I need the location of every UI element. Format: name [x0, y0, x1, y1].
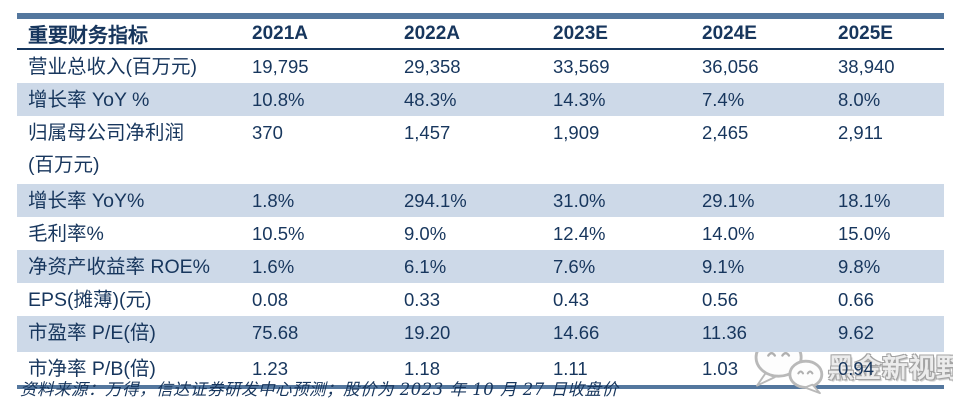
table-row-pb: 市净率 P/B(倍) 1.23 1.18 1.11 1.03 0.94: [17, 352, 944, 385]
table-row-gross-margin: 毛利率% 10.5% 9.0% 12.4% 14.0% 15.0%: [17, 217, 944, 250]
value-cell: 7.4%: [702, 89, 745, 110]
financial-table-container: 重要财务指标 2021A 2022A 2023E 2024E 2025E 营业总…: [17, 13, 944, 389]
value-cell: 1.6%: [252, 256, 295, 277]
header-cell-2022A: 2022A: [404, 19, 553, 50]
value-cell: 7.6%: [553, 256, 596, 277]
value-cell: 0.94: [838, 358, 875, 379]
value-cell: 31.0%: [553, 190, 606, 211]
row-label: 营业总收入(百万元): [28, 56, 197, 78]
row-label: 净资产收益率 ROE%: [28, 256, 211, 278]
value-cell: 12.4%: [553, 223, 606, 244]
header-cell-2023E: 2023E: [553, 19, 702, 50]
table-row-roe: 净资产收益率 ROE% 1.6% 6.1% 7.6% 9.1% 9.8%: [17, 250, 944, 283]
value-cell: 294.1%: [404, 190, 467, 211]
table-row-revenue: 营业总收入(百万元) 19,795 29,358 33,569 36,056 3…: [17, 49, 944, 83]
value-cell: 14.0%: [702, 223, 755, 244]
value-cell: 9.8%: [838, 256, 881, 277]
source-note: 资料来源：万得，信达证券研发中心预测；股价为 2023 年 10 月 27 日收…: [20, 380, 619, 399]
header-cell-indicator: 重要财务指标: [17, 19, 252, 50]
row-label: 毛利率%: [28, 223, 104, 245]
value-cell: 1,457: [404, 122, 451, 143]
value-cell: 0.56: [702, 289, 739, 310]
row-label: 市净率 P/B(倍): [28, 358, 156, 380]
header-cell-2024E: 2024E: [702, 19, 838, 50]
value-cell: 2,465: [702, 122, 749, 143]
value-cell: 19,795: [252, 56, 309, 77]
table-top-border: [17, 13, 944, 19]
financial-indicators-table: 重要财务指标 2021A 2022A 2023E 2024E 2025E 营业总…: [17, 19, 944, 385]
value-cell: 48.3%: [404, 89, 457, 110]
value-cell: 6.1%: [404, 256, 447, 277]
value-cell: 10.8%: [252, 89, 305, 110]
value-cell: 1.18: [404, 358, 441, 379]
value-cell: 19.20: [404, 322, 451, 343]
value-cell: 36,056: [702, 56, 759, 77]
value-cell: 11.36: [702, 322, 747, 343]
value-cell: 370: [252, 122, 283, 143]
value-cell: 1.8%: [252, 190, 295, 211]
value-cell: 9.1%: [702, 256, 745, 277]
table-row-pe: 市盈率 P/E(倍) 75.68 19.20 14.66 11.36 9.62: [17, 316, 944, 352]
row-label: EPS(摊薄)(元): [28, 289, 152, 311]
value-cell: 75.68: [252, 322, 299, 343]
value-cell: 1,909: [553, 122, 600, 143]
value-cell: 38,940: [838, 56, 895, 77]
value-cell: 15.0%: [838, 223, 891, 244]
value-cell: 29.1%: [702, 190, 755, 211]
header-cell-2025E: 2025E: [838, 19, 944, 50]
value-cell: 8.0%: [838, 89, 881, 110]
row-label: 归属母公司净利润 (百万元): [28, 122, 185, 176]
row-label: 市盈率 P/E(倍): [28, 322, 156, 344]
table-row-revenue-growth: 增长率 YoY % 10.8% 48.3% 14.3% 7.4% 8.0%: [17, 83, 944, 116]
value-cell: 0.66: [838, 289, 875, 310]
value-cell: 1.11: [553, 358, 588, 379]
value-cell: 9.0%: [404, 223, 447, 244]
wechat-icon: [750, 333, 826, 400]
value-cell: 18.1%: [838, 190, 891, 211]
table-bottom-border: [17, 385, 944, 389]
table-row-eps: EPS(摊薄)(元) 0.08 0.33 0.43 0.56 0.66: [17, 283, 944, 316]
row-label: 增长率 YoY%: [28, 190, 145, 212]
value-cell: 9.62: [838, 322, 875, 343]
value-cell: 33,569: [553, 56, 610, 77]
value-cell: 29,358: [404, 56, 461, 77]
value-cell: 1.23: [252, 358, 289, 379]
value-cell: 14.3%: [553, 89, 606, 110]
table-row-profit-growth: 增长率 YoY% 1.8% 294.1% 31.0% 29.1% 18.1%: [17, 184, 944, 217]
watermark: 黑金新视野: [750, 334, 953, 398]
value-cell: 0.33: [404, 289, 441, 310]
header-cell-2021A: 2021A: [252, 19, 404, 50]
value-cell: 0.43: [553, 289, 590, 310]
value-cell: 10.5%: [252, 223, 305, 244]
value-cell: 1.03: [702, 358, 739, 379]
watermark-text: 黑金新视野: [828, 352, 953, 383]
table-header-row: 重要财务指标 2021A 2022A 2023E 2024E 2025E: [17, 19, 944, 50]
row-label: 增长率 YoY %: [28, 89, 150, 111]
value-cell: 0.08: [252, 289, 289, 310]
value-cell: 2,911: [838, 122, 883, 143]
table-row-net-profit: 归属母公司净利润 (百万元) 370 1,457 1,909 2,465 2,9…: [17, 116, 944, 184]
value-cell: 14.66: [553, 322, 600, 343]
